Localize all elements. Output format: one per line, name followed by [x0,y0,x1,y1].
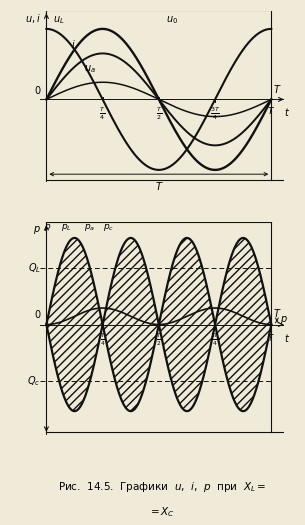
Text: $i$: $i$ [71,38,76,50]
Text: $u,i$: $u,i$ [25,12,41,25]
Text: $u_L$: $u_L$ [53,15,65,26]
Text: $T$: $T$ [273,307,282,319]
Text: $0$: $0$ [34,83,41,96]
Text: $Q_c$: $Q_c$ [27,374,41,388]
Text: $\frac{T}{4}$: $\frac{T}{4}$ [100,332,106,348]
Text: $\frac{T}{4}$: $\frac{T}{4}$ [99,105,106,121]
Text: $\frac{T}{2}$: $\frac{T}{2}$ [156,105,162,121]
Text: $Q_L$: $Q_L$ [28,261,41,275]
Text: $T$: $T$ [155,180,163,192]
Text: $p_L$: $p_L$ [61,222,72,233]
Text: $p$: $p$ [280,314,287,327]
Text: $0$: $0$ [34,308,41,320]
Text: $u_0$: $u_0$ [166,15,178,26]
Text: $t$: $t$ [284,106,290,118]
Text: $p$: $p$ [33,224,41,236]
Text: $T$: $T$ [273,83,282,95]
Text: $p_c$: $p_c$ [102,222,114,233]
Text: $T$: $T$ [267,105,275,116]
Text: $= X_C$: $= X_C$ [148,505,175,519]
Text: $p_a$: $p_a$ [84,222,95,233]
Text: $t$: $t$ [284,332,290,344]
Text: $\frac{3T}{4}$: $\frac{3T}{4}$ [210,105,220,121]
Text: Рис.  14.5.  Графики  $u$,  $i$,  $p$  при  $X_L=$: Рис. 14.5. Графики $u$, $i$, $p$ при $X_… [58,480,266,495]
Text: $u_a$: $u_a$ [84,63,95,75]
Text: $\frac{3T}{4}$: $\frac{3T}{4}$ [210,332,220,348]
Text: $\frac{T}{2}$: $\frac{T}{2}$ [156,332,162,348]
Text: $T$: $T$ [267,332,275,343]
Text: $p$: $p$ [44,222,52,233]
